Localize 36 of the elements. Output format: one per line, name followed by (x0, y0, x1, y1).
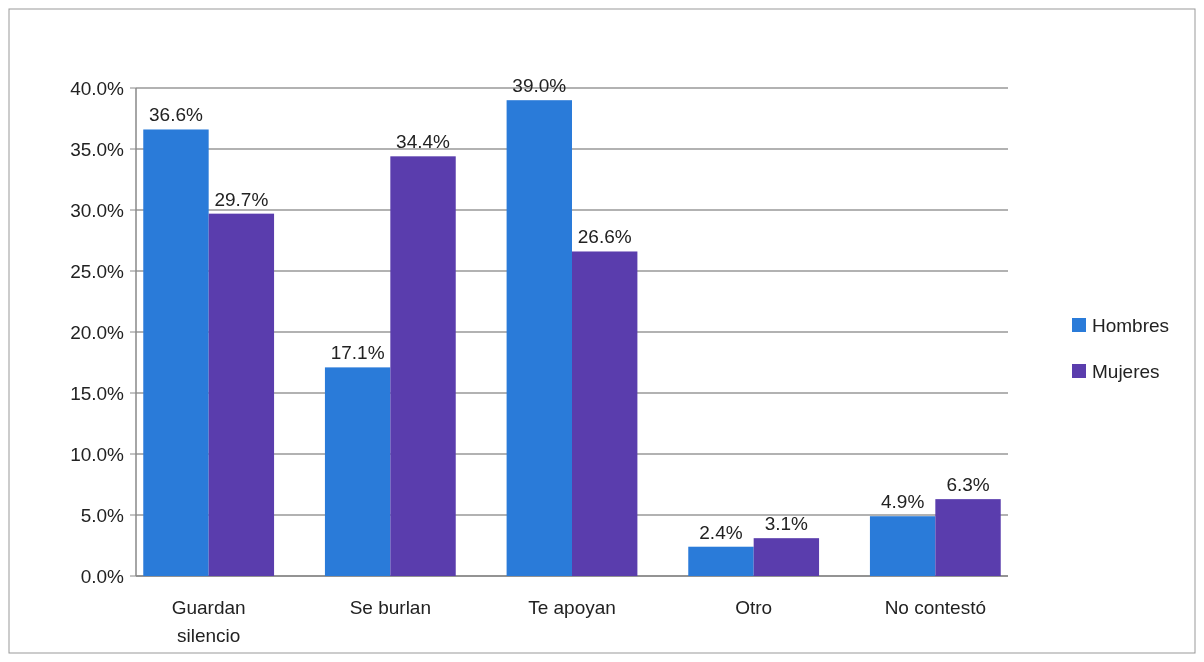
bar (506, 100, 572, 576)
data-label: 4.9% (880, 491, 925, 513)
bar (869, 516, 936, 576)
y-tick-label: 40.0% (70, 77, 125, 99)
x-tick-label: Se burlan (349, 597, 432, 618)
data-label: 26.6% (577, 226, 632, 248)
data-label: 6.3% (946, 474, 990, 496)
y-tick-label: 15.0% (70, 382, 125, 404)
y-tick-label: 5.0% (80, 504, 125, 526)
x-tick-label: No contestó (884, 597, 987, 618)
bar (753, 538, 820, 576)
y-tick-label: 20.0% (70, 321, 125, 343)
bar (208, 213, 275, 576)
data-label: 36.6% (149, 104, 204, 126)
bar (324, 367, 391, 576)
bar (935, 499, 1001, 576)
bar (572, 251, 638, 576)
data-label: 2.4% (699, 521, 743, 543)
data-label: 17.1% (330, 342, 385, 364)
y-tick-label: 30.0% (70, 199, 125, 221)
legend-label: Mujeres (1092, 360, 1160, 382)
data-label: 34.4% (396, 131, 451, 153)
bar (143, 129, 209, 576)
data-label: 39.0% (512, 75, 567, 97)
x-tick-label: Te apoyan (528, 597, 616, 618)
data-label: 29.7% (214, 188, 269, 210)
bar (390, 156, 456, 576)
y-tick-label: 10.0% (70, 443, 125, 465)
data-label: 3.1% (764, 513, 809, 535)
x-tick-label: Guardan silencio (171, 597, 246, 646)
y-tick-label: 35.0% (70, 138, 125, 160)
x-tick-label: Otro (735, 597, 773, 618)
legend-label: Hombres (1092, 314, 1170, 336)
bar (688, 546, 754, 576)
y-tick-label: 25.0% (70, 260, 125, 282)
y-tick-label: 0.0% (80, 565, 125, 587)
